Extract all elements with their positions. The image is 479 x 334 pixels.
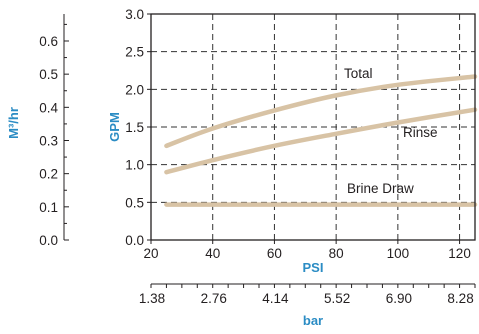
series-label-rinse: Rinse	[403, 125, 438, 140]
series-layer	[164, 74, 478, 207]
secondary-y-tick-label: 0.2	[39, 167, 58, 182]
x-tick-label: 80	[329, 246, 344, 261]
x-tick-label: 20	[143, 246, 158, 261]
secondary-x-tick-label: 2.76	[201, 291, 227, 306]
frame-layer	[63, 13, 476, 288]
secondary-x-tick-label: 4.14	[262, 291, 289, 306]
secondary-x-tick-label: 8.28	[447, 291, 473, 306]
y-tick-label: 2.0	[125, 82, 144, 97]
secondary-y-tick-label: 0.6	[39, 34, 58, 49]
x-tick-label: 60	[267, 246, 282, 261]
x-tick-label: 120	[448, 246, 471, 261]
rinse-curve	[164, 107, 478, 175]
y-tick-label: 1.0	[125, 158, 144, 173]
secondary-y-tick-label: 0.4	[39, 100, 58, 115]
y-tick-label: 0.0	[125, 233, 144, 248]
x-tick-label: 40	[205, 246, 220, 261]
y-tick-label: 3.0	[125, 7, 144, 22]
label-layer: 0.0 0.5 1.0 1.5 2.0 2.5 3.0 20 40 60 80 100 120 0.0 0.…	[39, 7, 473, 306]
secondary-y-tick-label: 0.5	[39, 67, 58, 82]
total-curve	[164, 74, 478, 149]
x-tick-label: 100	[387, 246, 410, 261]
secondary-x-axis-title: bar	[303, 313, 323, 328]
secondary-y-axis-title: M³/hr	[6, 107, 21, 139]
y-tick-label: 1.5	[125, 120, 144, 135]
grid-layer	[151, 14, 475, 240]
series-label-brine-draw: Brine Draw	[347, 181, 414, 196]
secondary-y-tick-label: 0.0	[39, 233, 58, 248]
secondary-x-tick-label: 1.38	[139, 291, 165, 306]
x-axis-title: PSI	[303, 260, 324, 275]
secondary-x-tick-label: 6.90	[386, 291, 412, 306]
series-label-total: Total	[344, 66, 373, 81]
y-tick-label: 0.5	[125, 195, 144, 210]
secondary-y-tick-label: 0.3	[39, 133, 58, 148]
secondary-x-tick-label: 5.52	[324, 291, 350, 306]
secondary-y-tick-label: 0.1	[39, 200, 58, 215]
y-axis-title: GPM	[107, 112, 122, 142]
y-tick-label: 2.5	[125, 45, 144, 60]
